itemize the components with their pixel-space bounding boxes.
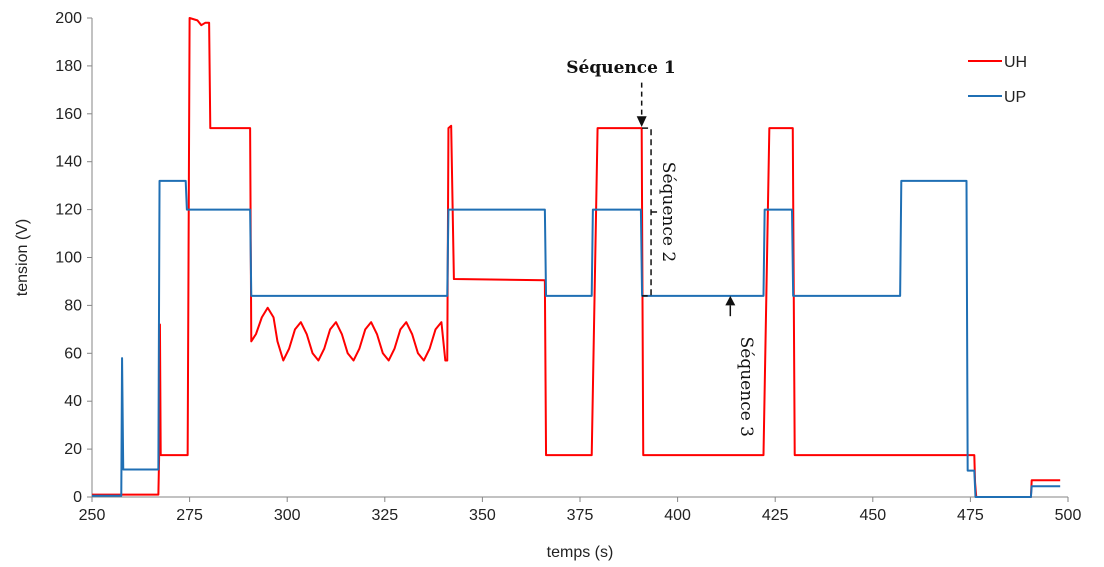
y-axis-title: tension (V): [14, 219, 31, 296]
y-tick-label: 0: [73, 489, 82, 506]
annotation-sequence-3: Séquence 3: [736, 337, 756, 437]
x-tick-label: 450: [859, 507, 886, 524]
series-line-up: [92, 179, 1061, 498]
x-axis-title: temps (s): [547, 544, 614, 561]
x-tick-label: 400: [664, 507, 691, 524]
annotation-sequence-2-bracket: [642, 127, 652, 297]
x-tick-label: 300: [274, 507, 301, 524]
axes: 0 20 40 60 80 100 120 140 160 180 200 250 275 300 325 3…: [14, 10, 1081, 561]
y-tick-label: 160: [55, 106, 82, 123]
annotation-sequence-1-arrow-head: [636, 116, 647, 127]
annotation-sequence-3-arrow-head: [725, 295, 736, 306]
x-tick-label: 375: [567, 507, 594, 524]
x-tick-label: 250: [79, 507, 106, 524]
series-line-uh: [92, 17, 1061, 498]
annotations: Séquence 1 Séquence 2 Séquence 3: [566, 58, 756, 437]
x-tick-label: 500: [1055, 507, 1082, 524]
y-tick-label: 120: [55, 202, 82, 219]
y-tick-label: 40: [64, 393, 82, 410]
x-tick-label: 425: [762, 507, 789, 524]
y-tick-label: 80: [64, 297, 82, 314]
annotation-sequence-2: Séquence 2: [658, 162, 678, 262]
annotation-sequence-1: Séquence 1: [566, 58, 675, 78]
x-tick-label: 325: [371, 507, 398, 524]
legend: UH UP: [968, 54, 1027, 106]
y-tick-label: 180: [55, 58, 82, 75]
legend-label-uh: UH: [1004, 54, 1027, 71]
x-tick-label: 275: [176, 507, 203, 524]
legend-label-up: UP: [1004, 89, 1026, 106]
x-tick-label: 350: [469, 507, 496, 524]
y-tick-label: 20: [64, 441, 82, 458]
y-tick-label: 140: [55, 154, 82, 171]
y-tick-label: 200: [55, 10, 82, 27]
y-tick-label: 60: [64, 345, 82, 362]
x-tick-label: 475: [957, 507, 984, 524]
y-tick-label: 100: [55, 250, 82, 267]
series-lines: [92, 17, 1061, 498]
